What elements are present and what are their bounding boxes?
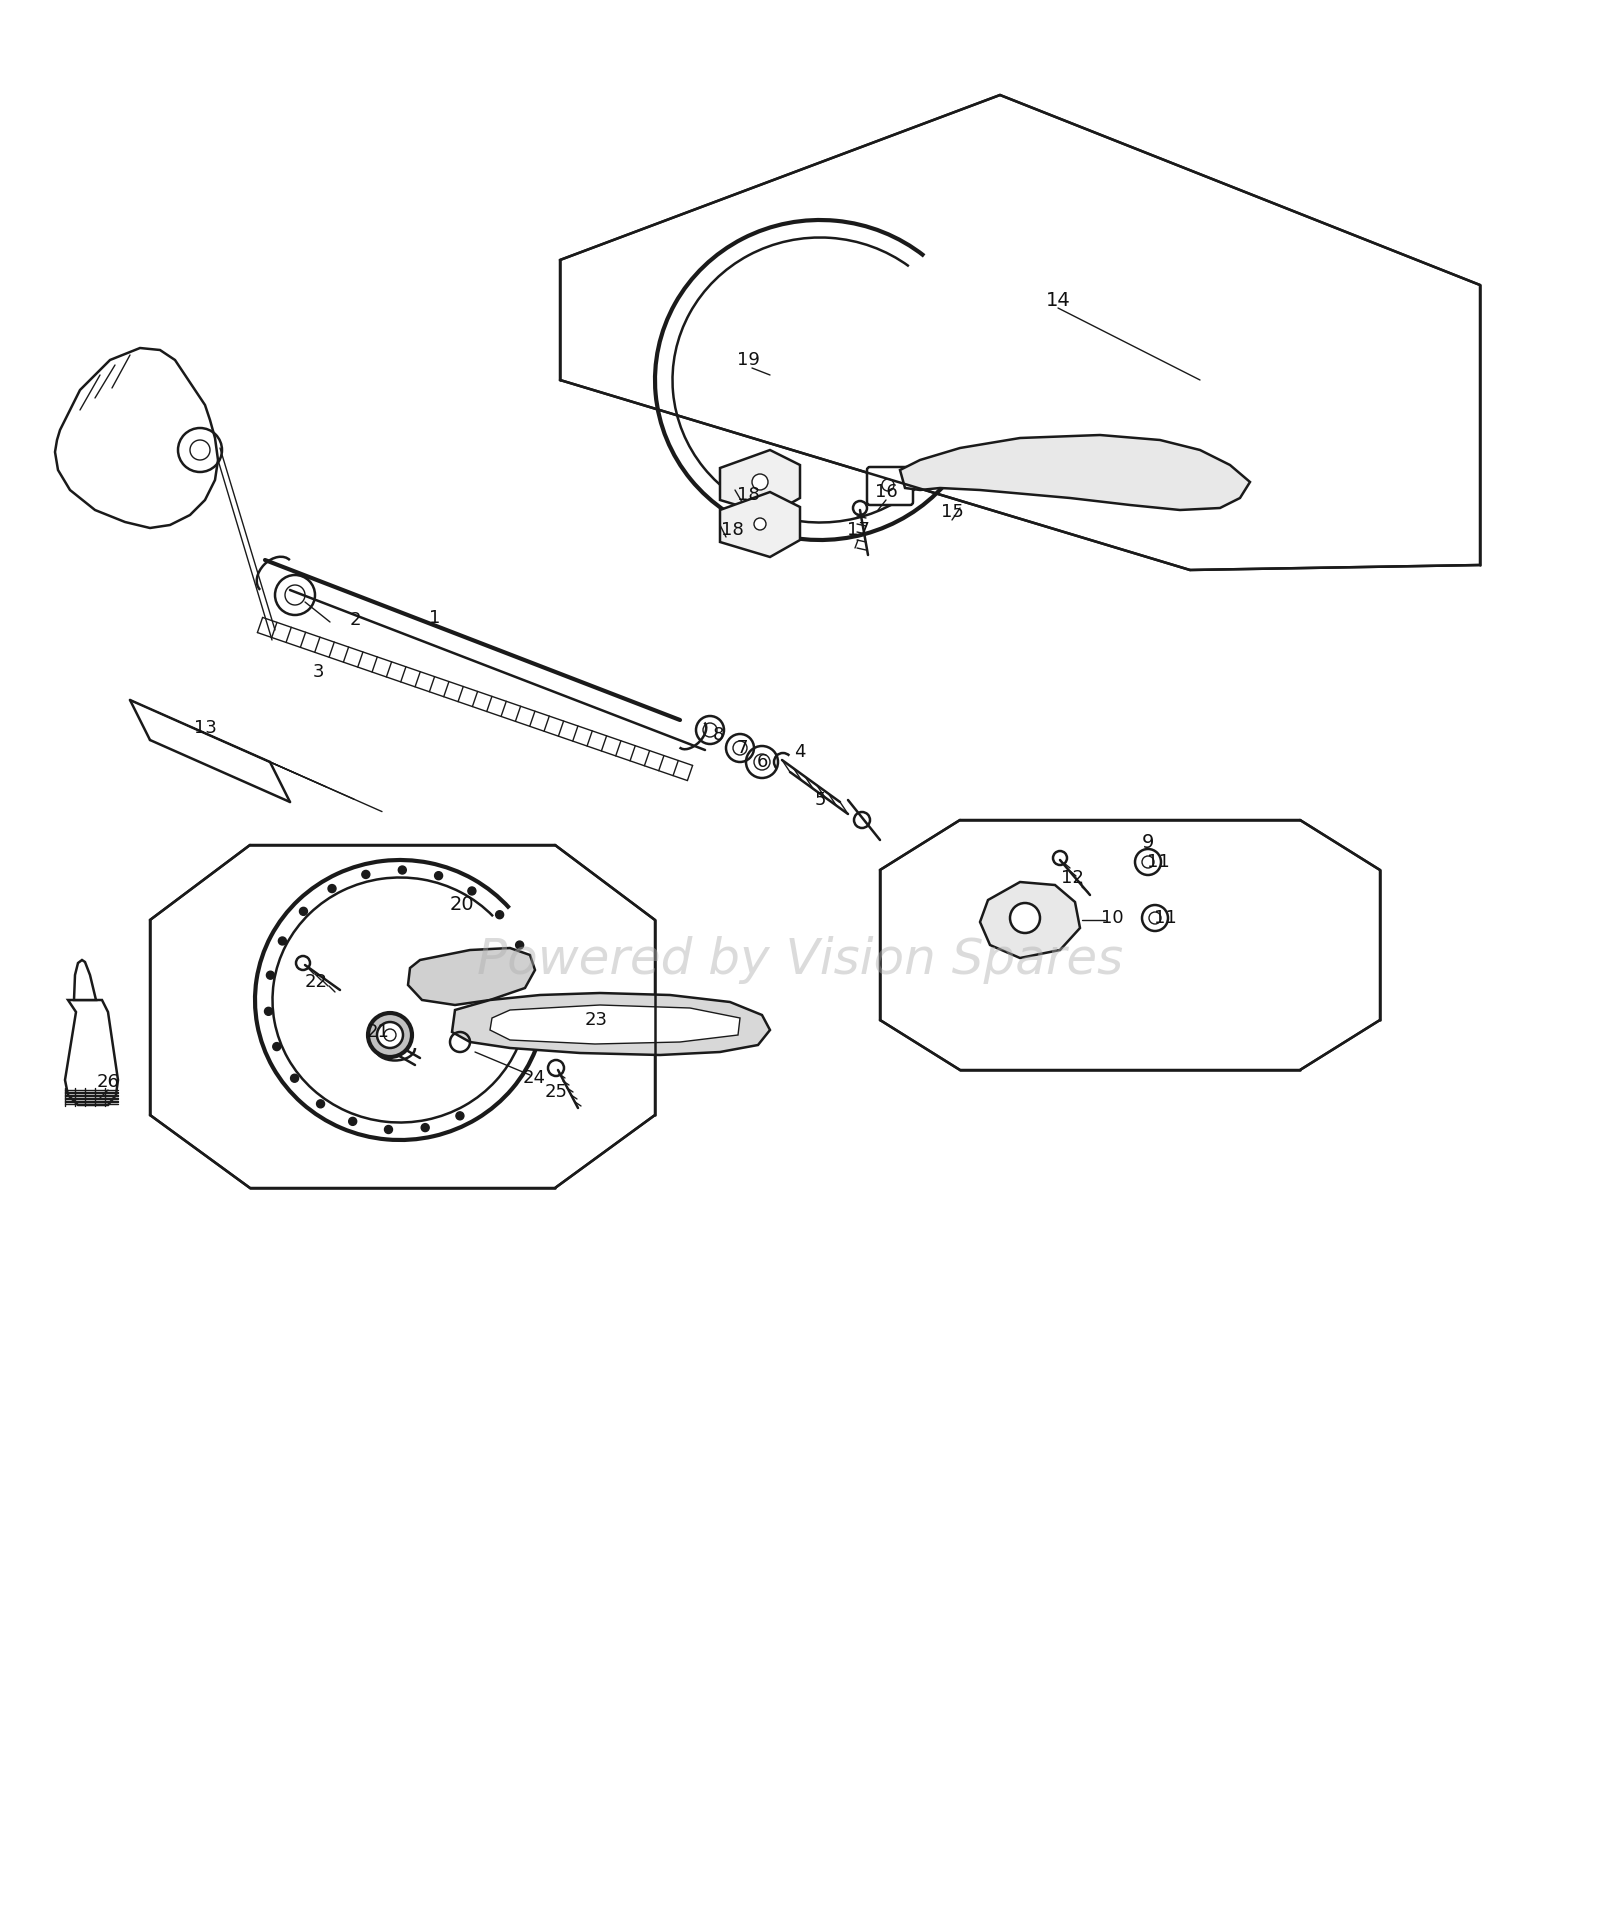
Circle shape	[349, 1118, 357, 1126]
Circle shape	[267, 971, 275, 980]
Polygon shape	[560, 96, 1480, 570]
Text: 11: 11	[1147, 854, 1170, 871]
Circle shape	[467, 886, 475, 896]
Text: 1: 1	[429, 610, 440, 627]
Polygon shape	[720, 451, 800, 516]
Text: 9: 9	[1142, 834, 1154, 852]
Text: 26: 26	[96, 1072, 120, 1091]
Text: 24: 24	[523, 1068, 546, 1088]
Circle shape	[754, 518, 766, 529]
Polygon shape	[66, 999, 118, 1105]
Polygon shape	[150, 846, 654, 1187]
Text: Powered by Vision Spares: Powered by Vision Spares	[477, 936, 1123, 984]
Circle shape	[291, 1074, 299, 1082]
Text: 11: 11	[1154, 909, 1176, 926]
Text: 18: 18	[736, 485, 760, 504]
Circle shape	[378, 1022, 403, 1047]
Text: 2: 2	[349, 612, 360, 629]
Circle shape	[264, 1007, 272, 1015]
Circle shape	[272, 1043, 280, 1051]
Circle shape	[368, 1013, 413, 1057]
Text: 20: 20	[450, 896, 474, 915]
Text: 17: 17	[846, 522, 869, 539]
Circle shape	[752, 474, 768, 489]
FancyBboxPatch shape	[867, 466, 914, 504]
Circle shape	[421, 1124, 429, 1132]
Text: 18: 18	[720, 522, 744, 539]
Circle shape	[278, 938, 286, 946]
Text: 5: 5	[814, 790, 826, 809]
Text: 15: 15	[941, 503, 963, 522]
Polygon shape	[408, 947, 534, 1005]
Polygon shape	[880, 821, 1379, 1070]
Text: 14: 14	[1046, 290, 1070, 309]
Polygon shape	[979, 882, 1080, 957]
Text: 23: 23	[584, 1011, 608, 1028]
Text: 3: 3	[312, 664, 323, 681]
Text: 12: 12	[1061, 869, 1083, 886]
Text: 8: 8	[712, 727, 723, 744]
Polygon shape	[453, 994, 770, 1055]
Polygon shape	[490, 1005, 739, 1043]
Circle shape	[317, 1099, 325, 1109]
Polygon shape	[74, 961, 96, 999]
Circle shape	[384, 1126, 392, 1134]
Circle shape	[515, 942, 523, 949]
Text: 22: 22	[304, 972, 328, 992]
Text: 19: 19	[736, 351, 760, 368]
Text: 10: 10	[1101, 909, 1123, 926]
Circle shape	[398, 867, 406, 875]
Polygon shape	[720, 493, 800, 556]
Text: 13: 13	[194, 719, 216, 737]
Circle shape	[328, 884, 336, 892]
Text: 25: 25	[544, 1084, 568, 1101]
Text: 16: 16	[875, 483, 898, 501]
Circle shape	[496, 911, 504, 919]
Text: 6: 6	[757, 754, 768, 771]
Circle shape	[299, 907, 307, 915]
Text: 21: 21	[366, 1022, 389, 1041]
Circle shape	[435, 871, 443, 880]
Circle shape	[362, 871, 370, 878]
Polygon shape	[899, 435, 1250, 510]
Text: 7: 7	[736, 738, 747, 758]
Text: 4: 4	[794, 742, 806, 761]
Circle shape	[1010, 903, 1040, 932]
Circle shape	[456, 1112, 464, 1120]
